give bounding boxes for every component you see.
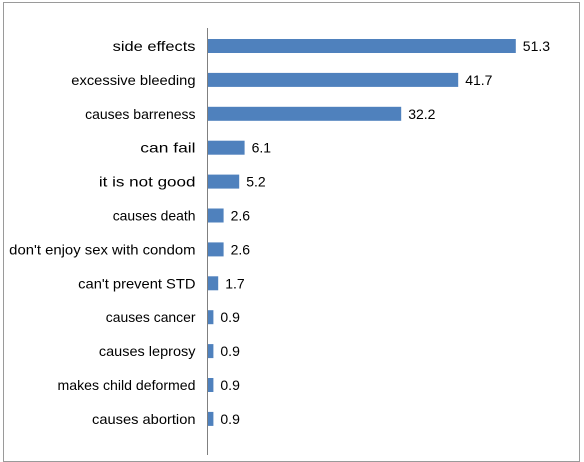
category-label: side effects <box>113 38 196 54</box>
value-label: 0.9 <box>220 377 240 393</box>
category-label: causes abortion <box>92 411 196 427</box>
bar <box>208 276 219 291</box>
bar <box>208 310 214 325</box>
bar <box>208 106 402 121</box>
category-labels-group: side effects excessive bleeding causes bar… <box>9 38 196 427</box>
category-label: causes barreness <box>85 106 195 122</box>
category-label: causes leprosy <box>99 343 196 359</box>
category-label: excessive bleeding <box>71 72 195 88</box>
category-label: causes cancer <box>106 309 196 325</box>
bar <box>208 140 245 155</box>
category-label: can fail <box>140 140 195 156</box>
value-label: 6.1 <box>252 140 272 156</box>
value-label: 0.9 <box>220 411 240 427</box>
bar <box>208 174 240 189</box>
category-label: can't prevent STD <box>78 275 195 291</box>
value-label: 32.2 <box>408 106 435 122</box>
value-label: 51.3 <box>523 38 550 54</box>
value-label: 41.7 <box>465 72 492 88</box>
bar <box>208 378 214 392</box>
value-label: 1.7 <box>225 275 245 291</box>
bar <box>208 411 214 426</box>
value-labels-group: 51.3 41.7 32.2 6.1 5.2 2.6 2.6 1.7 0.9 0.9 0.9 0.9 <box>220 38 550 427</box>
value-label: 0.9 <box>220 343 240 359</box>
category-label: don't enjoy sex with condom <box>9 241 195 257</box>
value-label: 5.2 <box>246 174 266 190</box>
bar <box>208 242 224 257</box>
bars-group <box>208 39 516 426</box>
value-label: 0.9 <box>220 309 240 325</box>
category-label: causes death <box>113 208 196 224</box>
value-label: 2.6 <box>231 208 251 224</box>
bar <box>208 39 516 53</box>
bar <box>208 344 214 359</box>
value-label: 2.6 <box>231 241 251 257</box>
bar <box>208 208 224 223</box>
bar <box>208 72 459 87</box>
category-label: makes child deformed <box>58 377 196 393</box>
category-label: it is not good <box>99 174 196 190</box>
